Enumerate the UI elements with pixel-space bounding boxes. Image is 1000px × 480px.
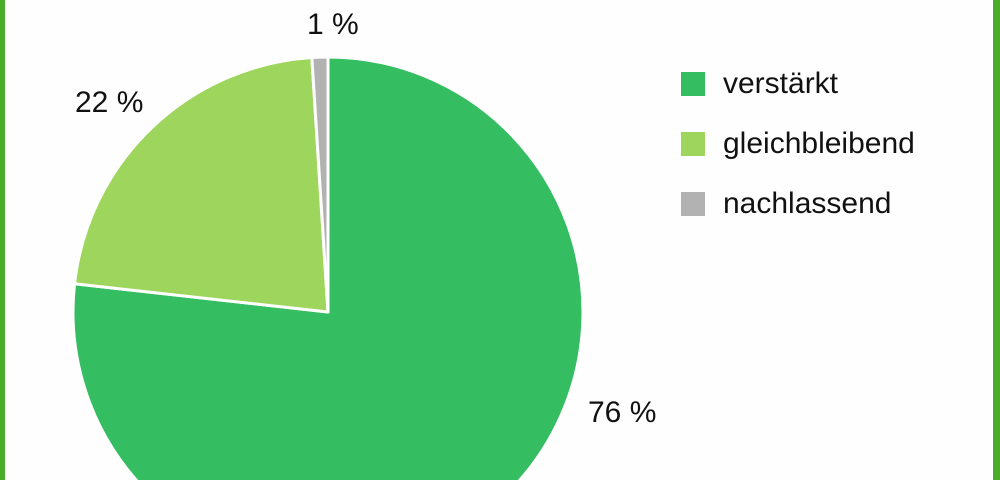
legend-label-nachlassend: nachlassend xyxy=(723,187,892,220)
pie-slice-nachlassend xyxy=(310,55,330,314)
legend-label-gleichbleibend: gleichbleibend xyxy=(723,127,915,160)
legend-swatch-gleichbleibend xyxy=(681,132,705,156)
slice-label-gleichbleibend: 22 % xyxy=(75,86,144,119)
legend-item-gleichbleibend: gleichbleibend xyxy=(681,127,915,160)
legend-swatch-nachlassend xyxy=(681,192,705,216)
frame-border-left xyxy=(0,0,5,480)
legend-item-verstaerkt: verstärkt xyxy=(681,67,915,100)
pie-slices xyxy=(71,55,585,480)
slice-label-nachlassend: 1 % xyxy=(307,8,359,41)
slice-label-verstaerkt: 76 % xyxy=(588,396,657,429)
pie-slice-gleichbleibend xyxy=(73,56,330,314)
pie-slice-verstärkt xyxy=(71,55,585,480)
legend-item-nachlassend: nachlassend xyxy=(681,187,915,220)
frame-border-right xyxy=(993,0,1000,480)
legend-label-verstaerkt: verstärkt xyxy=(723,67,839,100)
legend: verstärkt gleichbleibend nachlassend xyxy=(681,67,915,252)
legend-swatch-verstaerkt xyxy=(681,72,705,96)
